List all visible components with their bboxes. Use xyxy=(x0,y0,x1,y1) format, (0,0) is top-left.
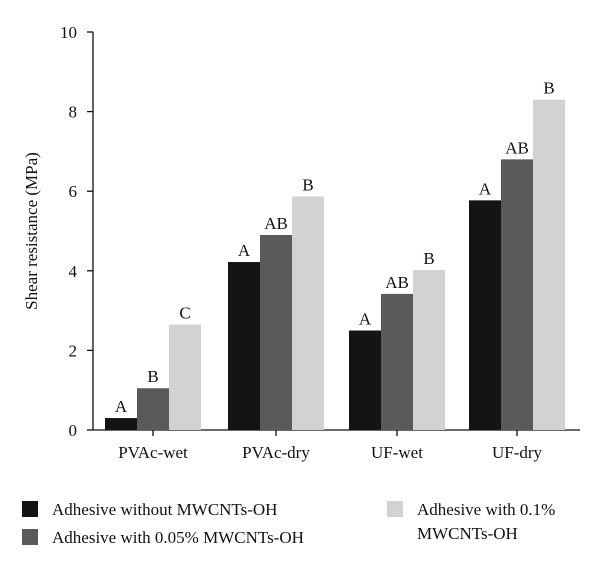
y-tick-label: 0 xyxy=(69,421,78,440)
bar-significance-label: AB xyxy=(385,273,409,292)
x-tick-label: PVAc-dry xyxy=(242,443,310,462)
y-tick-label: 8 xyxy=(69,103,78,122)
legend-label: Adhesive with 0.1% MWCNTs-OH xyxy=(417,498,555,546)
bar-significance-label: B xyxy=(147,367,158,386)
legend-label: Adhesive without MWCNTs-OH xyxy=(52,500,278,519)
bar-significance-label: A xyxy=(115,397,128,416)
bar-UF-wet-series-0 xyxy=(349,330,381,430)
bar-PVAc-wet-series-1 xyxy=(137,388,169,430)
y-tick-label: 4 xyxy=(69,262,78,281)
legend-item-0.05: Adhesive with 0.05% MWCNTs-OH xyxy=(22,526,304,550)
bar-UF-dry-series-0 xyxy=(469,200,501,430)
legend-item-0.1: Adhesive with 0.1% MWCNTs-OH xyxy=(387,498,555,546)
legend-label-line: Adhesive with 0.1% xyxy=(417,500,556,519)
bar-UF-dry-series-2 xyxy=(533,99,565,430)
bar-PVAc-dry-series-0 xyxy=(228,262,260,430)
bar-significance-label: A xyxy=(479,179,492,198)
bar-significance-label: B xyxy=(302,175,313,194)
bar-chart: 0 2 4 6 8 10 Shear resistance (MPa) PVAc-wet PVA… xyxy=(22,23,580,462)
y-tick-label: 10 xyxy=(60,23,77,42)
bar-significance-label: B xyxy=(543,79,554,98)
legend-label: Adhesive with 0.05% MWCNTs-OH xyxy=(52,528,304,547)
x-tick-label: PVAc-wet xyxy=(118,443,188,462)
bar-significance-label: A xyxy=(238,241,251,260)
bar-significance-label: AB xyxy=(264,214,288,233)
bar-UF-wet-series-2 xyxy=(413,270,445,430)
y-axis-title: Shear resistance (MPa) xyxy=(22,152,41,310)
bar-significance-label: A xyxy=(359,310,372,329)
x-tick-label: UF-wet xyxy=(371,443,423,462)
bar-UF-dry-series-1 xyxy=(501,159,533,431)
bar-significance-label: B xyxy=(423,249,434,268)
legend-swatch xyxy=(22,529,38,545)
y-tick-label: 6 xyxy=(69,182,78,201)
x-tick-label: UF-dry xyxy=(492,443,543,462)
bar-PVAc-wet-series-2 xyxy=(169,324,201,430)
legend-swatch xyxy=(387,501,403,517)
bar-significance-label: C xyxy=(179,304,190,323)
chart-bars xyxy=(105,99,565,431)
y-tick-label: 2 xyxy=(69,341,78,360)
bar-UF-wet-series-1 xyxy=(381,293,413,430)
legend-item-without: Adhesive without MWCNTs-OH xyxy=(22,498,277,522)
bar-PVAc-dry-series-1 xyxy=(260,234,292,430)
bar-PVAc-wet-series-0 xyxy=(105,418,137,430)
chart-axes: 0 2 4 6 8 10 Shear resistance (MPa) PVAc-wet PVA… xyxy=(22,23,580,462)
bar-significance-label: AB xyxy=(505,138,529,157)
bar-PVAc-dry-series-2 xyxy=(292,196,324,430)
legend-label-line: MWCNTs-OH xyxy=(417,524,518,543)
legend-swatch xyxy=(22,501,38,517)
